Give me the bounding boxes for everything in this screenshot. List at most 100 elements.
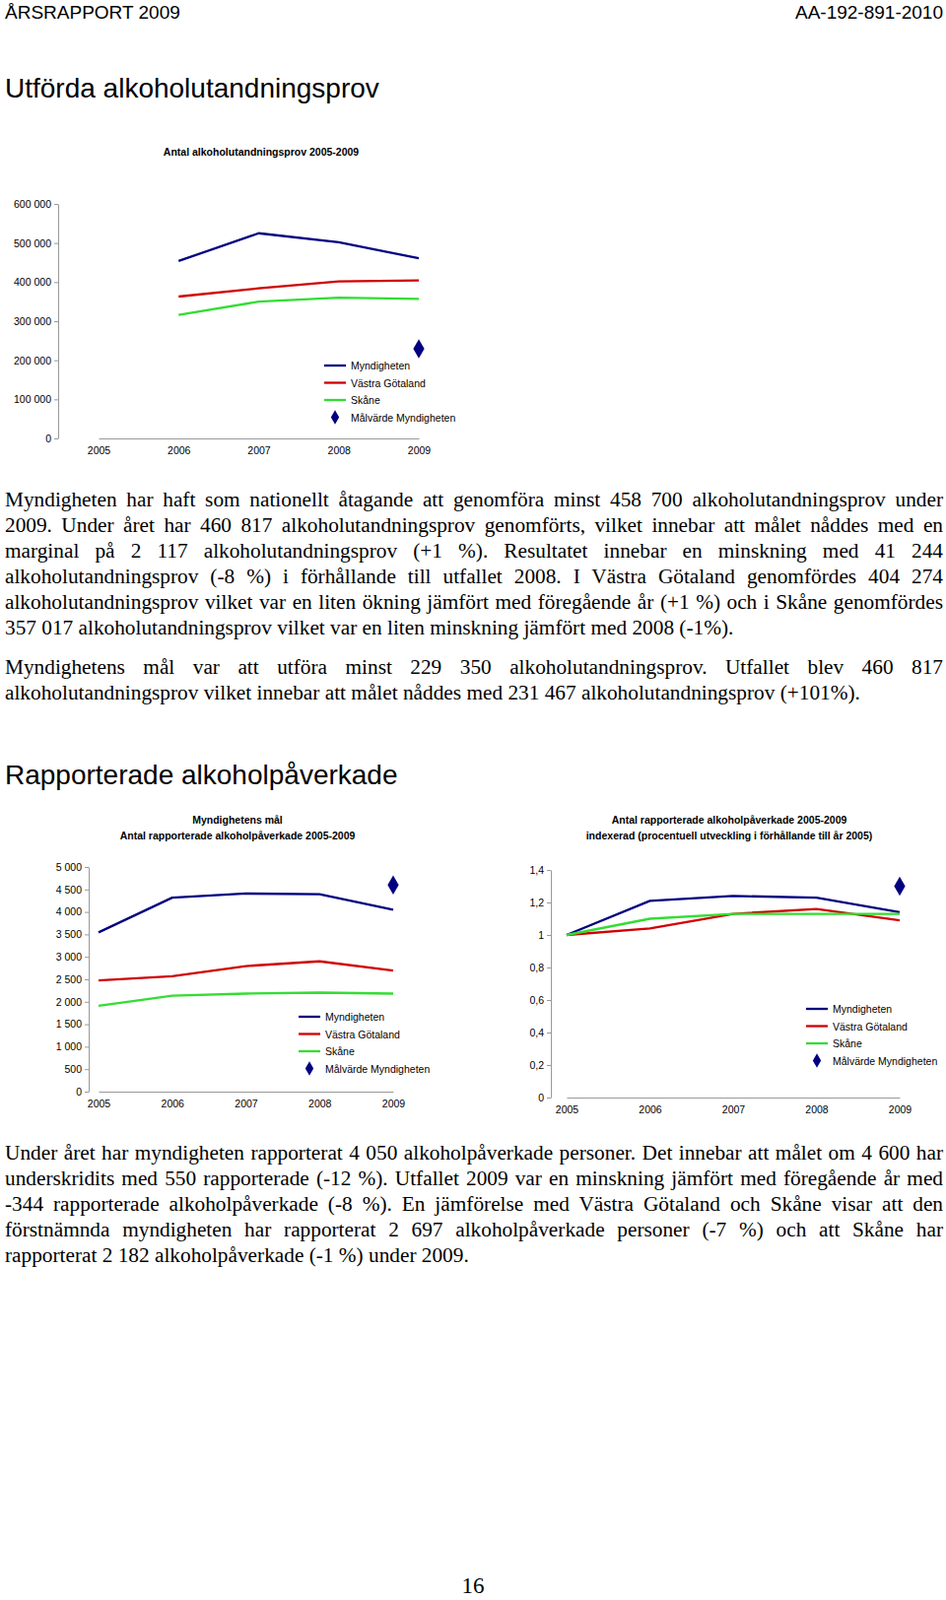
x-tick-label: 2008 <box>805 1103 829 1116</box>
y-tick: 1 <box>538 929 551 942</box>
y-tick: 0 <box>538 1091 551 1104</box>
y-tick-mark <box>84 934 89 936</box>
legend-label: Målvärde Myndigheten <box>350 411 456 424</box>
x-tick-label: 2007 <box>247 444 271 457</box>
legend-swatch <box>331 409 339 424</box>
y-tick-label: 0,4 <box>529 1026 544 1039</box>
series-line <box>566 895 900 936</box>
y-tick-label: 2 000 <box>56 996 82 1009</box>
y-tick-mark <box>84 979 89 981</box>
x-tick: 2008 <box>308 1097 333 1110</box>
page-number: 16 <box>0 1573 946 1600</box>
header-left: ÅRSRAPPORT 2009 <box>4 1 181 24</box>
legend-label: Målvärde Myndigheten <box>325 1063 430 1076</box>
paragraph: Myndighetens mål var att utföra minst 22… <box>4 654 944 706</box>
y-tick: 200 000 <box>13 354 59 367</box>
y-tick-label: 3 000 <box>56 950 82 963</box>
target-marker <box>412 338 424 359</box>
plot-area <box>98 875 400 1006</box>
y-axis-line <box>58 204 60 440</box>
section-heading: Rapporterade alkoholpåverkade <box>4 759 399 792</box>
y-tick-mark <box>546 1032 551 1034</box>
x-tick-label: 2009 <box>888 1103 913 1116</box>
y-tick-mark <box>546 967 551 969</box>
x-tick-label: 2007 <box>234 1097 259 1110</box>
x-tick-label: 2005 <box>555 1103 580 1116</box>
y-tick-mark <box>84 912 89 914</box>
legend-swatch <box>806 1042 828 1045</box>
y-tick-mark <box>546 1097 551 1099</box>
x-axis: 20052006200720082009 <box>87 1092 406 1111</box>
header-right: AA-192-891-2010 <box>795 1 944 24</box>
y-tick-label: 4 500 <box>56 883 82 896</box>
y-tick-label: 1,2 <box>529 896 544 909</box>
x-tick-label: 2008 <box>308 1097 333 1110</box>
y-tick-label: 1 000 <box>56 1040 82 1053</box>
legend-label: Målvärde Myndigheten <box>832 1055 938 1068</box>
series-line <box>566 914 900 936</box>
y-tick-label: 600 000 <box>13 198 52 210</box>
y-tick: 3 500 <box>56 928 89 941</box>
y-tick-mark <box>54 281 59 283</box>
y-axis-line <box>88 868 90 1093</box>
y-tick-mark <box>54 360 59 362</box>
chart-title: Antal alkoholutandningsprov 2005-2009 <box>163 145 360 158</box>
y-tick-label: 4 000 <box>56 905 82 918</box>
x-tick-label: 2007 <box>722 1103 746 1116</box>
x-tick-label: 2008 <box>328 444 352 457</box>
legend-swatch <box>298 1050 321 1053</box>
y-tick-label: 3 500 <box>56 928 82 941</box>
y-tick-mark <box>84 889 89 891</box>
paragraph: Under året har myndigheten rapporterat 4… <box>4 1140 944 1269</box>
y-tick-label: 0 <box>538 1091 544 1104</box>
legend: MyndighetenVästra GötalandSkåneMålvärde … <box>806 1003 938 1069</box>
target-marker <box>387 875 399 895</box>
series-line <box>178 280 419 297</box>
legend-swatch <box>806 1008 828 1011</box>
x-axis: 20052006200720082009 <box>87 439 432 458</box>
series-line <box>566 909 900 936</box>
legend: MyndighetenVästra GötalandSkåneMålvärde … <box>298 1011 430 1077</box>
y-tick-label: 0 <box>75 1085 82 1098</box>
section-heading: Utförda alkoholutandningsprov <box>4 72 380 105</box>
y-tick-mark <box>546 1000 551 1002</box>
legend-swatch <box>324 381 346 384</box>
chart-subtitle: Antal rapporterade alkoholpåverkade 2005… <box>120 829 356 842</box>
y-tick-mark <box>546 1065 551 1067</box>
x-tick-label: 2005 <box>87 444 112 457</box>
y-tick: 1,4 <box>529 864 551 877</box>
x-tick: 2005 <box>87 1097 112 1110</box>
paragraphs: Myndigheten har haft som nationellt åtag… <box>4 486 944 720</box>
legend-label: Västra Götaland <box>325 1028 401 1041</box>
y-tick-mark <box>546 935 551 937</box>
chart-title: Myndighetens mål <box>192 813 283 826</box>
y-tick: 600 000 <box>13 198 59 210</box>
chart: Antal alkoholutandningsprov 2005-2009010… <box>13 145 456 457</box>
x-tick-label: 2006 <box>167 444 192 457</box>
y-axis: 05001 0001 5002 0002 5003 0003 5004 0004… <box>56 861 90 1098</box>
y-tick: 300 000 <box>13 315 59 328</box>
y-tick: 0,8 <box>529 961 551 974</box>
y-tick: 3 000 <box>56 950 89 963</box>
x-axis-line <box>99 438 420 440</box>
y-tick-label: 1 <box>538 929 544 942</box>
y-tick-label: 1 500 <box>56 1017 82 1030</box>
page: Antal alkoholutandningsprov 2005-2009010… <box>0 0 946 1600</box>
y-tick-label: 2 500 <box>56 973 82 986</box>
series-line <box>178 233 419 262</box>
y-tick: 0 <box>75 1085 89 1098</box>
y-tick: 500 000 <box>13 237 59 250</box>
x-tick-label: 2006 <box>161 1097 186 1110</box>
x-tick: 2006 <box>167 444 192 457</box>
y-tick: 100 000 <box>13 393 59 406</box>
plot-area <box>566 877 906 936</box>
y-tick: 1 500 <box>56 1017 89 1030</box>
y-tick-mark <box>54 321 59 323</box>
legend-swatch <box>812 1053 821 1068</box>
legend-label: Myndigheten <box>350 359 410 372</box>
x-axis-line <box>567 1097 901 1099</box>
series-line <box>98 992 394 1006</box>
y-tick-label: 0,2 <box>529 1059 544 1072</box>
x-tick: 2005 <box>555 1103 580 1116</box>
x-tick: 2007 <box>722 1103 746 1116</box>
